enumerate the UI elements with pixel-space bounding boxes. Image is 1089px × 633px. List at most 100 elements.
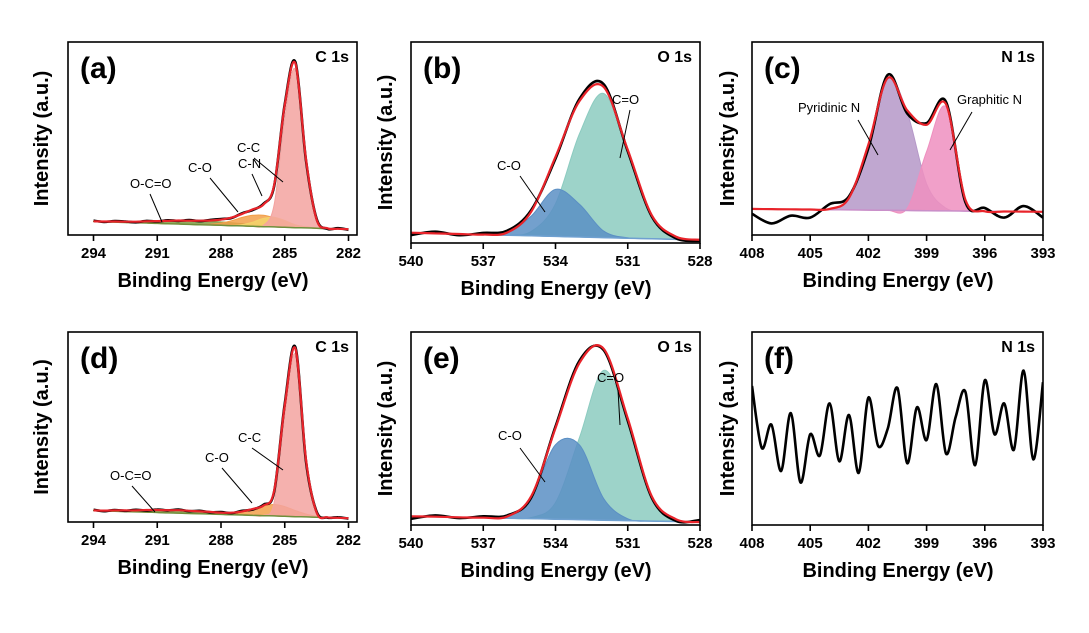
- panel-title: O 1s: [657, 49, 692, 66]
- spectrum-line: [411, 344, 700, 524]
- annotation: O-C=O: [110, 468, 152, 483]
- x-tick-label: 402: [856, 535, 881, 552]
- x-tick-label: 540: [398, 535, 423, 552]
- x-tick-label: 405: [798, 245, 823, 262]
- annotation: C-O: [188, 160, 212, 175]
- x-axis-label: Binding Energy (eV): [460, 278, 651, 300]
- x-tick-label: 285: [272, 532, 297, 549]
- x-axis-label: Binding Energy (eV): [802, 560, 993, 582]
- annotation-arrow: [253, 157, 284, 183]
- x-axis-label: Binding Energy (eV): [117, 270, 308, 292]
- x-tick-label: 540: [398, 253, 423, 270]
- panel-title: C 1s: [315, 339, 349, 356]
- x-tick-label: 396: [972, 245, 997, 262]
- frame: [751, 41, 1044, 236]
- y-axis-label: Intensity (a.u.): [375, 75, 397, 211]
- panel-label: (e): [423, 342, 460, 375]
- annotation: C=O: [597, 370, 624, 385]
- panel-title: C 1s: [315, 49, 349, 66]
- panel-label: (d): [80, 342, 118, 375]
- spectrum-line: [411, 83, 700, 241]
- annotation-arrow: [131, 485, 156, 513]
- annotation-arrow: [949, 111, 973, 151]
- x-tick-label: 408: [739, 535, 764, 552]
- panel-label: (f): [764, 342, 794, 375]
- annotation-arrow: [221, 467, 253, 504]
- peak-area: [93, 67, 349, 230]
- plot-area: [752, 369, 1043, 484]
- x-tick-label: 393: [1030, 245, 1055, 262]
- spectrum-line: [93, 60, 349, 231]
- frame: [751, 331, 1044, 526]
- x-tick-label: 291: [145, 532, 170, 549]
- x-tick-label: 294: [81, 532, 107, 549]
- panel-label: (a): [80, 52, 117, 85]
- spectrum-line: [93, 346, 349, 520]
- annotation: C-O: [205, 450, 229, 465]
- annotation: Graphitic N: [957, 92, 1022, 107]
- y-axis-label: Intensity (a.u.): [31, 359, 53, 495]
- x-tick-label: 291: [145, 245, 170, 262]
- y-axis-label: Intensity (a.u.): [31, 71, 53, 207]
- x-tick-label: 531: [615, 535, 640, 552]
- x-tick-label: 405: [798, 535, 823, 552]
- annotation: C-C: [237, 140, 260, 155]
- panel-title: N 1s: [1001, 49, 1035, 66]
- spectrum-line: [752, 76, 1043, 214]
- annotation-arrow: [519, 175, 546, 213]
- x-tick-label: 528: [687, 535, 712, 552]
- x-tick-label: 537: [471, 535, 496, 552]
- x-tick-label: 528: [687, 253, 712, 270]
- x-tick-label: 393: [1030, 535, 1055, 552]
- y-axis-label: Intensity (a.u.): [717, 361, 739, 497]
- x-tick-label: 534: [543, 535, 569, 552]
- x-tick-label: 399: [914, 535, 939, 552]
- panel-title: N 1s: [1001, 339, 1035, 356]
- annotation-arrow: [251, 447, 284, 471]
- panel-title: O 1s: [657, 339, 692, 356]
- x-axis-label: Binding Energy (eV): [460, 560, 651, 582]
- annotation-arrow: [617, 389, 621, 426]
- annotation: O-C=O: [130, 176, 172, 191]
- x-tick-label: 399: [914, 245, 939, 262]
- annotation-arrow: [209, 177, 239, 213]
- annotation-arrow: [619, 109, 631, 159]
- annotation-arrow: [857, 119, 879, 156]
- x-tick-label: 282: [336, 532, 361, 549]
- panel-label: (c): [764, 52, 801, 85]
- annotation: C=O: [612, 92, 639, 107]
- panel-label: (b): [423, 52, 461, 85]
- x-tick-label: 282: [336, 245, 361, 262]
- frame: [67, 331, 358, 523]
- spectrum-line: [752, 369, 1043, 484]
- x-tick-label: 534: [543, 253, 569, 270]
- x-tick-label: 537: [471, 253, 496, 270]
- x-tick-label: 285: [272, 245, 297, 262]
- annotation: C-O: [498, 428, 522, 443]
- y-axis-label: Intensity (a.u.): [375, 361, 397, 497]
- x-tick-label: 288: [208, 532, 233, 549]
- x-axis-label: Binding Energy (eV): [802, 270, 993, 292]
- x-tick-label: 288: [208, 245, 233, 262]
- x-tick-label: 396: [972, 535, 997, 552]
- annotation: C-N: [238, 156, 261, 171]
- x-tick-label: 294: [81, 245, 107, 262]
- annotation-arrow: [149, 193, 163, 223]
- annotation-arrow: [519, 447, 546, 483]
- y-axis-label: Intensity (a.u.): [717, 71, 739, 207]
- plot-area: [411, 79, 700, 243]
- plot-area: [93, 344, 349, 520]
- x-tick-label: 402: [856, 245, 881, 262]
- plot-area: [93, 59, 349, 232]
- x-tick-label: 408: [739, 245, 764, 262]
- x-tick-label: 531: [615, 253, 640, 270]
- annotation: C-O: [497, 158, 521, 173]
- annotation: Pyridinic N: [798, 100, 860, 115]
- annotation: C-C: [238, 430, 261, 445]
- annotation-arrow: [251, 173, 263, 197]
- plot-area: [411, 344, 700, 524]
- x-axis-label: Binding Energy (eV): [117, 557, 308, 579]
- frame: [67, 41, 358, 236]
- background-line: [93, 509, 349, 519]
